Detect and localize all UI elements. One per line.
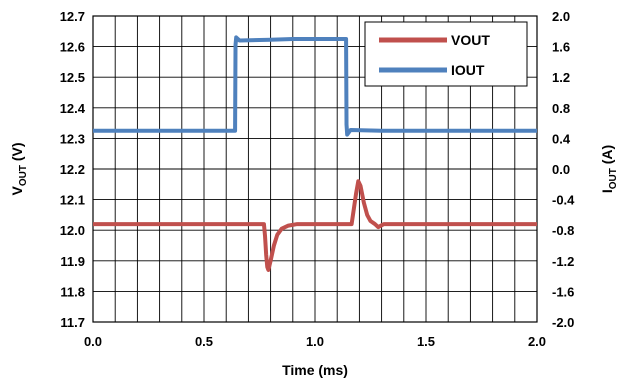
x-tick-label: 0.0 <box>84 334 102 349</box>
y-right-tick-label: -1.2 <box>552 254 574 269</box>
y-right-tick-label: 1.6 <box>552 40 570 55</box>
y-left-tick-label: 11.9 <box>60 254 85 269</box>
legend-box <box>364 21 528 87</box>
y-left-tick-label: 12.5 <box>60 70 85 85</box>
y-left-tick-label: 12.2 <box>60 162 85 177</box>
plot-border <box>92 15 538 323</box>
y-left-tick-label: 12.4 <box>60 101 86 116</box>
x-axis-title: Time (ms) <box>282 362 348 378</box>
series-line-vout <box>93 179 537 272</box>
series-line-iout <box>93 35 537 137</box>
x-tick-label: 2.0 <box>528 334 546 349</box>
y-right-axis-title: IOUT (A) <box>599 145 619 193</box>
y-left-tick-label: 12.3 <box>60 131 85 146</box>
y-right-tick-label: -1.6 <box>552 284 574 299</box>
y-left-tick-label: 12.1 <box>60 193 85 208</box>
y-left-tick-label: 11.8 <box>60 284 85 299</box>
legend-label-iout: IOUT <box>451 62 485 78</box>
y-left-axis-title: VOUT (V) <box>9 142 29 195</box>
y-left-tick-label: 12.6 <box>60 40 85 55</box>
y-left-tick-label: 12.0 <box>60 223 85 238</box>
x-tick-label: 1.5 <box>417 334 435 349</box>
y-right-tick-label: 0.0 <box>552 162 570 177</box>
x-tick-label: 1.0 <box>306 334 324 349</box>
y-left-tick-label: 11.7 <box>60 315 85 330</box>
y-right-tick-label: -0.4 <box>552 193 575 208</box>
y-right-tick-label: 0.4 <box>552 131 571 146</box>
y-right-tick-label: 0.8 <box>552 101 570 116</box>
x-tick-label: 0.5 <box>195 334 213 349</box>
y-left-tick-label: 12.7 <box>60 9 85 24</box>
legend-label-vout: VOUT <box>451 32 490 48</box>
y-right-tick-label: 1.2 <box>552 70 570 85</box>
y-right-tick-label: 2.0 <box>552 9 570 24</box>
y-right-tick-label: -0.8 <box>552 223 574 238</box>
y-right-tick-label: -2.0 <box>552 315 574 330</box>
